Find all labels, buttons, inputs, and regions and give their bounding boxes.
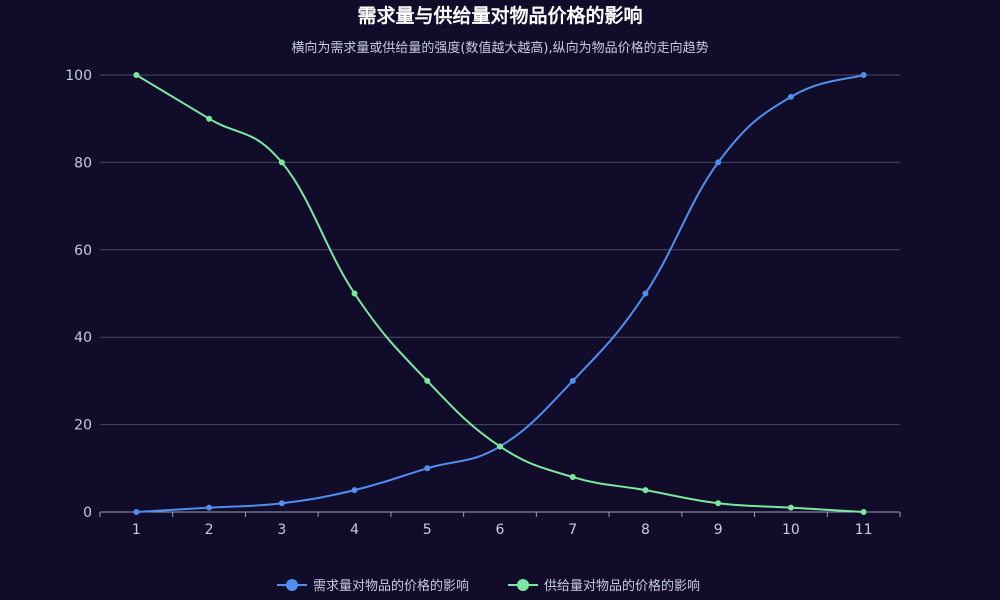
legend-marker-icon (286, 579, 298, 591)
y-tick-label: 20 (74, 418, 92, 434)
data-point[interactable] (642, 487, 649, 494)
x-tick-label: 10 (782, 522, 800, 538)
x-tick-label: 1 (132, 522, 141, 538)
legend[interactable]: 需求量对物品的价格的影响 供给量对物品的价格的影响 (277, 578, 700, 594)
y-tick-label: 40 (74, 330, 92, 346)
y-tick-label: 100 (65, 68, 92, 84)
legend-label: 供给量对物品的价格的影响 (544, 578, 700, 594)
data-point[interactable] (860, 509, 867, 515)
chart-subtitle: 横向为需求量或供给量的强度(数值越大越高),纵向为物品价格的走向趋势 (291, 40, 708, 56)
legend-item[interactable]: 供给量对物品的价格的影响 (508, 578, 700, 594)
axes: 0 20 40 60 80 100 1 2 3 4 5 6 7 8 9 10 11 (65, 68, 901, 538)
legend-label: 需求量对物品的价格的影响 (313, 578, 469, 594)
x-tick-label: 8 (641, 522, 650, 538)
data-point[interactable] (206, 115, 213, 122)
data-point[interactable] (424, 465, 431, 472)
data-point[interactable] (133, 509, 140, 515)
data-point[interactable] (351, 487, 358, 494)
x-tick-label: 5 (423, 522, 432, 538)
y-tick-label: 80 (74, 155, 92, 171)
data-points (133, 72, 867, 515)
grid (100, 74, 900, 426)
data-point[interactable] (787, 504, 794, 511)
y-tick-label: 0 (83, 505, 92, 521)
data-point[interactable] (642, 290, 649, 297)
x-tick-label: 2 (205, 522, 214, 538)
data-point[interactable] (787, 93, 794, 100)
data-point[interactable] (497, 443, 503, 450)
data-point[interactable] (424, 377, 431, 384)
legend-marker-icon (517, 579, 529, 591)
chart-title: 需求量与供给量对物品价格的影响 (357, 4, 642, 27)
data-point[interactable] (278, 159, 285, 166)
data-point[interactable] (715, 159, 722, 166)
series-line-2 (135, 74, 864, 513)
data-point[interactable] (569, 377, 576, 384)
x-tick-label: 11 (855, 522, 873, 538)
y-tick-label: 60 (74, 243, 92, 259)
x-tick-label: 3 (277, 522, 286, 538)
data-point[interactable] (278, 500, 285, 507)
data-point[interactable] (715, 500, 722, 507)
data-point[interactable] (569, 474, 576, 481)
series-line-1 (136, 74, 864, 513)
x-tick-label: 6 (496, 522, 505, 538)
x-tick-label: 7 (568, 522, 577, 538)
data-point[interactable] (351, 290, 358, 297)
data-point[interactable] (860, 72, 867, 78)
data-point[interactable] (133, 72, 140, 78)
data-point[interactable] (206, 504, 213, 511)
x-tick-label: 9 (714, 522, 723, 538)
legend-item[interactable]: 需求量对物品的价格的影响 (277, 578, 469, 594)
x-tick-label: 4 (350, 522, 359, 538)
series-lines (135, 74, 864, 513)
